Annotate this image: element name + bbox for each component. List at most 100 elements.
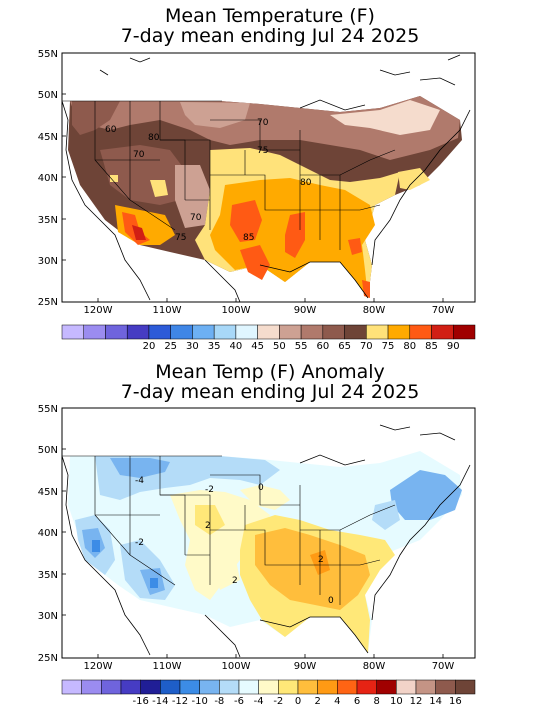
colorbar-label: 35 [208,341,221,352]
colorbar-label: 85 [425,341,438,352]
colorbar-label: 50 [273,341,286,352]
colorbar-swatch [170,324,193,340]
colorbar-swatch [126,324,150,340]
bottom-anomaly-fields: -4 -2 0 2 -2 2 2 0 [62,424,471,658]
colorbar-label: -6 [234,696,244,707]
contour-label: 80 [300,178,312,188]
colorbar-label: 40 [230,341,243,352]
colorbar-swatch [435,679,456,695]
lat-label: 30N [38,611,58,622]
lat-label: 30N [38,256,58,267]
colorbar-label: 60 [316,341,329,352]
lon-label: 90W [294,305,317,316]
colorbar-swatch [213,324,237,340]
colorbar-swatch [344,324,367,340]
top-colorbar-labels: 20 25 30 35 40 45 50 55 60 65 70 75 80 85 90 [143,341,460,352]
colorbar-swatch [317,679,338,695]
colorbar-swatch [101,679,122,695]
contour-label: -2 [205,485,214,495]
colorbar-swatch [160,679,181,695]
colorbar-swatch [81,679,102,695]
colorbar-swatch [148,324,171,340]
lat-label: 25N [38,297,58,308]
colorbar-label: 8 [373,696,379,707]
colorbar-swatch [356,679,377,695]
top-temperature-map: 80 60 70 75 70 80 70 75 85 55N 50N 45N 4… [38,49,476,352]
lat-label: 25N [38,653,58,664]
colorbar-swatch [431,324,454,340]
colorbar-swatch [61,324,84,340]
colorbar-swatch [387,324,411,340]
colorbar-label: -16 [132,696,148,707]
contour-label: 2 [232,576,238,586]
colorbar-swatch [235,324,258,340]
lon-label: 70W [432,305,455,316]
contour-label: 70 [190,213,202,223]
top-lat-labels: 55N 50N 45N 40N 35N 30N 25N [38,49,58,308]
colorbar-label: 80 [403,341,416,352]
colorbar-label: 16 [449,696,462,707]
colorbar-label: 12 [410,696,423,707]
colorbar-label: 10 [390,696,403,707]
lon-label: 120W [84,661,113,672]
top-temperature-fields: 80 60 70 75 70 80 70 75 85 [62,54,471,302]
bottom-colorbar-labels: -16 -14 -12 -10 -8 -6 -4 -2 0 2 4 6 8 10 12 14 16 [132,696,461,707]
colorbar-swatch [322,324,345,340]
lon-label: 90W [294,661,317,672]
colorbar-swatch [415,679,436,695]
lat-label: 40N [38,173,58,184]
colorbar-swatch [61,679,82,695]
lat-label: 35N [38,570,58,581]
contour-label: 2 [318,555,324,565]
contour-label: 75 [175,233,186,243]
lat-label: 40N [38,528,58,539]
colorbar-label: -2 [273,696,283,707]
lon-label: 110W [153,305,182,316]
colorbar-label: 20 [143,341,156,352]
colorbar-swatch [258,679,279,695]
colorbar-swatch [238,679,259,695]
colorbar-swatch [366,324,389,340]
colorbar-label: 75 [382,341,395,352]
colorbar-swatch [278,679,299,695]
bottom-colorbar [61,679,476,695]
lon-label: 80W [363,305,386,316]
colorbar-label: 0 [295,696,301,707]
bottom-lon-labels: 120W 110W 100W 90W 80W 70W [84,661,455,672]
contour-label: 0 [258,483,264,493]
top-colorbar [61,324,476,340]
contour-label: 0 [328,596,334,606]
colorbar-swatch [409,324,432,340]
colorbar-label: 90 [447,341,460,352]
bottom-title: Mean Temp (F) Anomaly 7-day mean ending … [0,362,540,402]
colorbar-swatch [453,324,476,340]
colorbar-label: 2 [314,696,320,707]
lat-label: 45N [38,132,58,143]
lat-label: 55N [38,404,58,415]
lon-label: 100W [222,661,251,672]
contour-label: -4 [135,476,144,486]
colorbar-swatch [140,679,161,695]
top-title-line2: 7-day mean ending Jul 24 2025 [120,25,420,47]
colorbar-label: 25 [164,341,177,352]
colorbar-label: -10 [191,696,207,707]
colorbar-label: -8 [214,696,224,707]
lon-label: 120W [84,305,113,316]
lat-label: 50N [38,445,58,456]
colorbar-swatch [219,679,240,695]
lon-label: 70W [432,661,455,672]
contour-label: -2 [135,538,144,548]
colorbar-swatch [120,679,141,695]
colorbar-label: 6 [354,696,360,707]
colorbar-swatch [192,324,215,340]
lat-label: 45N [38,487,58,498]
colorbar-label: 70 [360,341,373,352]
colorbar-swatch [376,679,397,695]
bottom-lat-labels: 55N 50N 45N 40N 35N 30N 25N [38,404,58,664]
colorbar-label: 45 [251,341,264,352]
contour-label: 80 [148,133,160,143]
lon-label: 100W [222,305,251,316]
colorbar-label: 30 [186,341,199,352]
top-title-line1: Mean Temperature (F) [165,5,375,27]
contour-label: 70 [257,118,269,128]
